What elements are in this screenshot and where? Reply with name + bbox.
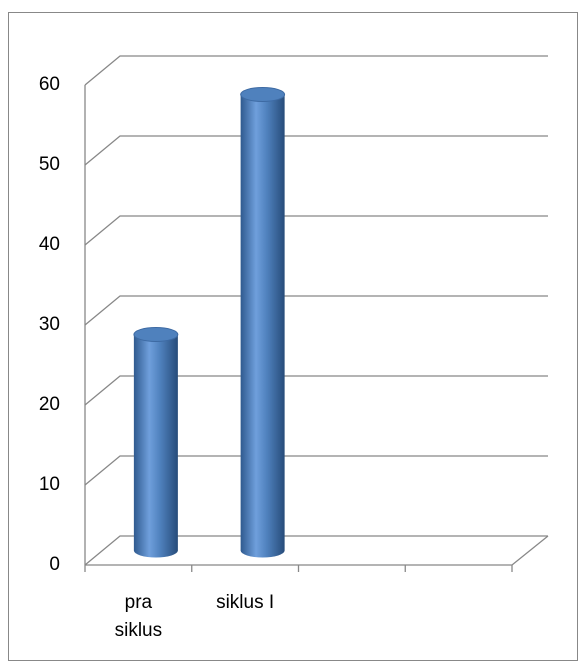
grid-line	[84, 215, 548, 246]
y-tick-label: 60	[39, 74, 60, 95]
bar	[240, 94, 285, 551]
bar-top	[133, 327, 179, 342]
y-tick-label: 40	[39, 234, 60, 255]
y-tick-label: 50	[39, 154, 60, 175]
grid-line	[84, 135, 548, 166]
y-tick-label: 30	[39, 314, 60, 335]
grid-line	[84, 55, 548, 86]
grid-line	[84, 535, 548, 566]
grid-line	[84, 375, 548, 406]
y-tick-label: 20	[39, 394, 60, 415]
y-tick-label: 0	[49, 554, 60, 575]
y-tick-label: 10	[39, 474, 60, 495]
grid-line	[84, 295, 548, 326]
bar-top	[240, 87, 286, 102]
x-tick-label: siklus I	[216, 592, 275, 613]
bar	[133, 334, 178, 551]
grid-line	[84, 455, 548, 486]
chart-border	[8, 12, 578, 661]
x-tick-label: pra siklus	[114, 592, 163, 641]
